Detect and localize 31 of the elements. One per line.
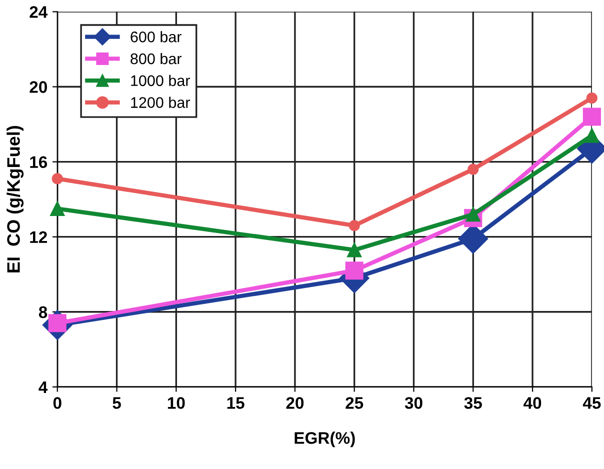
y-tick-label: 16 [30,156,48,168]
point [584,128,600,143]
legend-label: 800 bar [130,52,182,64]
x-tick-label: 5 [112,397,121,409]
y-tick-label: 24 [30,6,48,18]
x-tick-label: 40 [524,397,542,409]
y-axis-title: EI CO (g/KgFuel) [6,126,24,272]
x-tick-label: 45 [582,397,601,409]
point [348,220,360,232]
y-tick-label: 4 [38,382,48,393]
point [586,92,598,104]
legend-label: 600 bar [130,31,182,42]
point [582,108,601,126]
legend-label: 1000 bar [131,74,190,86]
x-tick-label: 25 [346,397,364,409]
point [345,262,364,280]
x-tick-label: 0 [53,397,62,409]
point [52,173,63,184]
y-tick-label: 12 [30,231,47,243]
x-tick-label: 10 [168,397,185,409]
x-axis-title: EGR(%) [294,432,355,448]
point [50,201,65,216]
point [468,164,479,175]
x-tick-label: 15 [227,397,244,409]
x-tick-label: 20 [286,397,304,409]
y-tick-label: 20 [30,81,47,93]
x-tick-label: 35 [464,397,482,409]
legend-label: 1200 bar [131,96,190,108]
x-tick-label: 30 [404,397,422,409]
y-tick-label: 8 [38,306,48,318]
point [347,242,362,258]
